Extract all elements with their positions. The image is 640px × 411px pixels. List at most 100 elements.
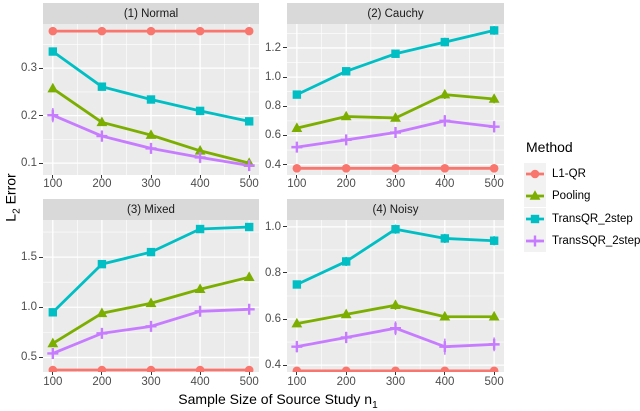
x-tick-mark xyxy=(248,175,250,178)
circle-marker xyxy=(292,163,302,173)
x-tick-mark xyxy=(199,372,201,375)
plus-marker xyxy=(145,320,157,332)
x-tick-label: 500 xyxy=(239,376,259,388)
triangle-marker xyxy=(529,190,541,201)
x-tick-label: 200 xyxy=(336,376,356,388)
square-marker xyxy=(489,26,499,35)
square-marker xyxy=(391,225,400,234)
x-tick-label: 300 xyxy=(385,376,406,388)
square-marker xyxy=(341,257,351,266)
x-tick-label: 300 xyxy=(141,178,161,190)
x-tick-mark xyxy=(444,372,446,375)
legend-item-pooling: Pooling xyxy=(524,185,640,208)
square-marker xyxy=(530,214,540,223)
circle-marker xyxy=(440,163,450,173)
square-marker xyxy=(341,67,351,76)
x-tick-label: 500 xyxy=(484,178,504,190)
legend-label: Pooling xyxy=(552,190,591,203)
legend-title: Method xyxy=(526,139,573,155)
triangle-marker xyxy=(194,283,206,294)
plus-marker xyxy=(340,331,352,343)
facet-strip-label: (3) Mixed xyxy=(127,203,175,216)
x-tick-mark xyxy=(52,175,54,178)
x-tick-mark xyxy=(493,372,495,375)
circle-marker xyxy=(292,366,302,372)
x-tick-mark xyxy=(101,175,103,178)
square-marker xyxy=(292,90,302,99)
x-tick-label: 400 xyxy=(435,178,455,190)
square-marker xyxy=(48,308,58,317)
triangle-marker xyxy=(439,88,451,99)
plus-marker xyxy=(96,130,108,142)
circle-legend-key-icon xyxy=(524,163,546,186)
x-tick-label: 300 xyxy=(385,178,406,190)
circle-marker xyxy=(195,26,205,36)
circle-marker xyxy=(341,163,351,173)
circle-marker xyxy=(530,169,540,179)
triangle-marker xyxy=(390,299,401,310)
triangle-marker xyxy=(340,308,352,319)
x-axis-title: Sample Size of Source Study n1 xyxy=(178,391,378,411)
facet-strip-label: (4) Noisy xyxy=(372,203,419,216)
legend-item-transsqr_2step: TransSQR_2step xyxy=(524,230,640,253)
x-tick-label: 100 xyxy=(287,178,307,190)
circle-marker xyxy=(244,365,254,372)
panel-cauchy-plot xyxy=(287,24,504,175)
square-marker xyxy=(440,234,450,243)
plus-marker xyxy=(145,142,157,154)
circle-marker xyxy=(489,366,499,372)
triangle-marker xyxy=(96,307,108,318)
facet-strip-noisy: (4) Noisy xyxy=(287,199,504,220)
plus-marker xyxy=(291,341,303,353)
plus-marker xyxy=(390,322,401,334)
x-tick-label: 400 xyxy=(435,376,455,388)
triangle-marker xyxy=(194,144,206,155)
x-tick-mark xyxy=(199,175,201,178)
plus-marker xyxy=(194,151,206,163)
plus-marker xyxy=(47,347,59,359)
triangle-marker xyxy=(340,110,352,121)
facet-strip-cauchy: (2) Cauchy xyxy=(287,3,504,24)
plus-marker xyxy=(529,235,541,247)
x-tick-label: 200 xyxy=(336,178,356,190)
square-marker xyxy=(146,247,156,257)
square-marker xyxy=(48,47,58,56)
x-tick-mark xyxy=(493,175,495,178)
x-tick-mark xyxy=(345,175,347,178)
x-tick-label: 200 xyxy=(92,178,112,190)
circle-marker xyxy=(391,163,400,173)
facet-strip-label: (1) Normal xyxy=(123,7,179,20)
square-marker xyxy=(146,95,156,104)
circle-marker xyxy=(244,26,254,36)
legend-label: TransSQR_2step xyxy=(552,235,640,248)
x-tick-mark xyxy=(150,175,152,178)
square-legend-key-icon xyxy=(524,207,546,230)
triangle-marker xyxy=(47,337,59,348)
triangle-marker xyxy=(390,112,401,122)
plus-legend-key-icon xyxy=(524,230,546,253)
x-tick-label: 100 xyxy=(287,376,307,388)
legend-item-transqr_2step: TransQR_2step xyxy=(524,207,640,230)
plus-marker xyxy=(488,121,500,133)
plus-marker xyxy=(439,341,451,353)
circle-marker xyxy=(341,366,351,372)
circle-marker xyxy=(48,26,58,36)
circle-marker xyxy=(48,365,58,372)
x-tick-label: 200 xyxy=(92,376,112,388)
square-marker xyxy=(440,37,450,47)
square-marker xyxy=(244,222,254,232)
triangle-marker xyxy=(145,129,157,139)
legend: Method L1-QR Pooling TransQR_2step TransSQR… xyxy=(524,139,640,253)
x-tick-mark xyxy=(395,175,396,178)
x-tick-mark xyxy=(150,372,152,375)
y-tick-label: 0.5 xyxy=(21,351,37,364)
square-marker xyxy=(97,82,107,91)
x-tick-label: 400 xyxy=(190,376,210,388)
y-axis-title: L2 Error xyxy=(2,173,23,222)
circle-marker xyxy=(195,365,205,372)
x-tick-label: 300 xyxy=(141,376,161,388)
facet-strip-label: (2) Cauchy xyxy=(367,7,424,20)
square-marker xyxy=(195,224,205,234)
x-tick-label: 500 xyxy=(484,376,504,388)
panel-noisy-plot xyxy=(287,220,504,372)
